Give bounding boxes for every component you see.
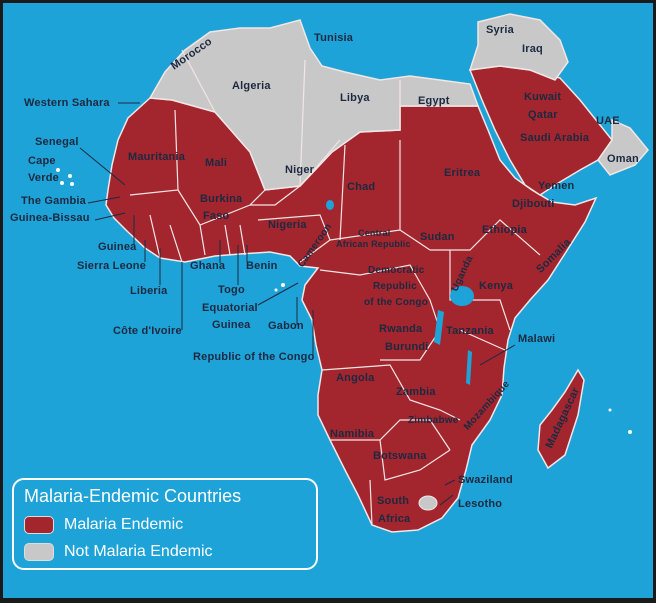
legend-swatch-not-endemic bbox=[24, 543, 54, 561]
label-burundi: Burundi bbox=[385, 341, 429, 353]
label-burkina-faso-2: Faso bbox=[203, 210, 230, 222]
label-djibouti: Djibouti bbox=[512, 198, 555, 210]
label-benin: Benin bbox=[246, 260, 278, 272]
lake-chad bbox=[326, 200, 334, 210]
label-equatorial-guinea-2: Guinea bbox=[212, 319, 251, 331]
lake-victoria bbox=[450, 286, 474, 306]
label-ethiopia: Ethiopia bbox=[482, 224, 527, 236]
label-namibia: Namibia bbox=[330, 428, 375, 440]
label-senegal: Senegal bbox=[35, 136, 79, 148]
label-saudi-arabia: Saudi Arabia bbox=[520, 132, 590, 144]
legend-swatch-endemic bbox=[24, 516, 54, 534]
label-chad: Chad bbox=[347, 181, 376, 193]
label-sudan: Sudan bbox=[420, 231, 455, 243]
label-rwanda: Rwanda bbox=[379, 323, 423, 335]
islands bbox=[56, 168, 632, 434]
label-qatar: Qatar bbox=[528, 109, 558, 121]
label-drc-2: Republic bbox=[373, 281, 417, 292]
lake-malawi bbox=[466, 350, 472, 385]
label-iraq: Iraq bbox=[522, 43, 543, 55]
leader-lines bbox=[79, 102, 516, 506]
label-the-gambia: The Gambia bbox=[21, 195, 86, 207]
label-botswana: Botswana bbox=[373, 450, 427, 462]
legend-item-not-endemic: Not Malaria Endemic bbox=[24, 542, 213, 562]
label-kuwait: Kuwait bbox=[524, 91, 562, 103]
label-south-africa-2: Africa bbox=[378, 513, 411, 525]
label-south-africa-1: South bbox=[377, 495, 410, 507]
oman-not-endemic-region bbox=[597, 118, 649, 176]
label-malawi: Malawi bbox=[518, 333, 556, 345]
label-drc-3: of the Congo bbox=[364, 297, 429, 308]
label-drc-1: Democratic bbox=[368, 265, 425, 276]
legend-item-endemic: Malaria Endemic bbox=[24, 515, 183, 535]
label-nigeria: Nigeria bbox=[268, 219, 307, 231]
label-burkina-faso-1: Burkina bbox=[200, 193, 243, 205]
label-libya: Libya bbox=[340, 92, 370, 104]
levant-not-endemic-region bbox=[468, 13, 569, 81]
label-gabon: Gabon bbox=[268, 320, 304, 332]
label-ghana: Ghana bbox=[190, 260, 226, 272]
label-cote-divoire: Côte d'Ivoire bbox=[113, 325, 182, 337]
label-uae: UAE bbox=[596, 115, 620, 127]
label-tanzania: Tanzania bbox=[446, 325, 494, 337]
country-borders bbox=[129, 49, 541, 526]
label-algeria: Algeria bbox=[232, 80, 271, 92]
label-egypt: Egypt bbox=[418, 95, 450, 107]
label-guinea-bissau: Guinea-Bissau bbox=[10, 212, 90, 224]
label-liberia: Liberia bbox=[130, 285, 168, 297]
label-eritrea: Eritrea bbox=[444, 167, 481, 179]
label-mauritania: Mauritania bbox=[128, 151, 186, 163]
madagascar-shape bbox=[537, 368, 585, 470]
label-angola: Angola bbox=[336, 372, 375, 384]
label-lesotho: Lesotho bbox=[458, 498, 503, 510]
label-mali: Mali bbox=[205, 157, 228, 169]
legend-label-endemic: Malaria Endemic bbox=[64, 516, 184, 533]
label-zambia: Zambia bbox=[396, 386, 436, 398]
label-guinea: Guinea bbox=[98, 241, 137, 253]
lesotho-shape bbox=[418, 495, 438, 511]
label-car-1: Central bbox=[358, 228, 391, 238]
label-swaziland: Swaziland bbox=[458, 474, 513, 486]
label-cape-verde-2: Verde bbox=[28, 172, 59, 184]
legend-label-not-endemic: Not Malaria Endemic bbox=[64, 543, 213, 560]
label-yemen: Yemen bbox=[538, 180, 575, 192]
lake-tanganyika bbox=[434, 310, 444, 345]
label-western-sahara: Western Sahara bbox=[24, 97, 110, 109]
label-kenya: Kenya bbox=[479, 280, 514, 292]
label-republic-of-the-congo: Republic of the Congo bbox=[193, 351, 315, 363]
label-cape-verde-1: Cape bbox=[28, 155, 56, 167]
label-syria: Syria bbox=[486, 24, 514, 36]
legend: Malaria-Endemic Countries Malaria Endemi… bbox=[12, 478, 318, 570]
label-car-2: African Republic bbox=[336, 239, 411, 249]
label-equatorial-guinea-1: Equatorial bbox=[202, 302, 258, 314]
label-sierra-leone: Sierra Leone bbox=[77, 260, 147, 272]
label-zimbabwe: Zimbabwe bbox=[408, 415, 459, 426]
label-tunisia: Tunisia bbox=[314, 32, 354, 44]
legend-title: Malaria-Endemic Countries bbox=[24, 486, 242, 506]
label-niger: Niger bbox=[285, 164, 315, 176]
label-oman: Oman bbox=[607, 153, 639, 165]
label-togo: Togo bbox=[218, 284, 245, 296]
